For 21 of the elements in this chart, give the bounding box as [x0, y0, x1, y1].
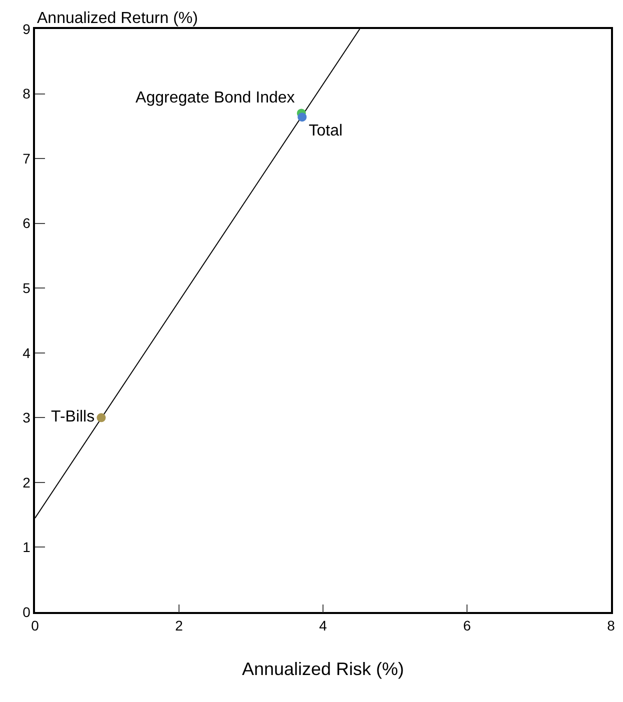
y-tick-label: 2	[22, 474, 31, 490]
y-tick-label: 7	[22, 150, 31, 166]
series-label: Total	[308, 122, 343, 140]
y-tick-label: 1	[22, 539, 31, 556]
x-tick-label: 6	[463, 618, 472, 634]
x-axis-title: Annualized Risk (%)	[242, 659, 404, 680]
x-tick-label: 4	[319, 618, 328, 634]
y-tick-label: 4	[22, 344, 31, 361]
x-tick-label: 2	[175, 618, 184, 634]
y-axis-title: Annualized Return (%)	[37, 10, 198, 27]
y-tick-label: 8	[22, 86, 31, 102]
point	[298, 112, 307, 122]
point	[96, 413, 106, 422]
y-tick-label: 3	[22, 410, 31, 426]
y-tick-label: 9	[22, 20, 31, 37]
y-tick-label: 5	[22, 280, 31, 296]
y-tick-label: 6	[22, 215, 31, 232]
series-label: T-Bills	[51, 408, 95, 426]
series-label: Aggregate Bond Index	[136, 90, 295, 107]
y-tick-label: 0	[22, 604, 31, 620]
x-tick-label: 8	[607, 618, 616, 634]
